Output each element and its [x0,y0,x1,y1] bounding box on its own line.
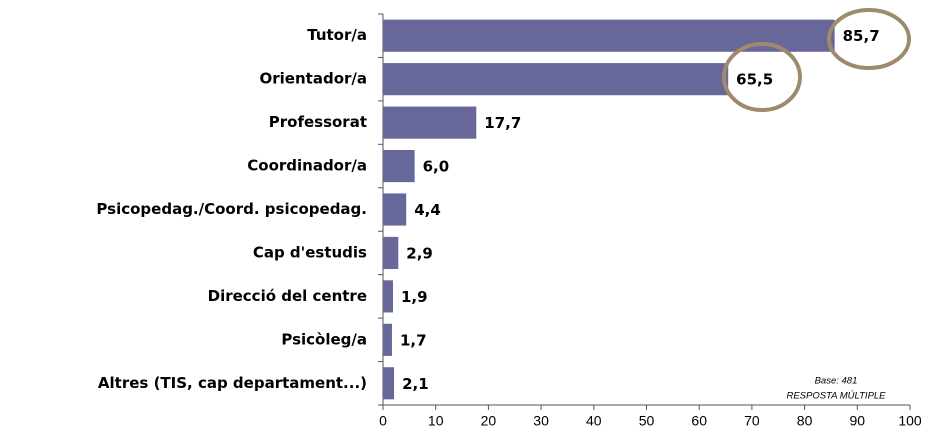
x-tick-label: 20 [481,413,497,429]
bar [383,63,729,96]
bar [383,106,477,139]
x-tick-label: 50 [639,413,655,429]
value-label: 17,7 [484,114,521,132]
value-label: 1,7 [400,331,427,349]
category-label: Direcció del centre [208,287,367,305]
bar [383,193,407,226]
highlight-circle [722,42,802,112]
category-label: Professorat [269,113,367,131]
category-label: Altres (TIS, cap departament...) [98,374,367,392]
annotation: Base: 481 [815,376,858,387]
category-label: Psicopedag./Coord. psicopedag. [96,200,367,218]
bar [383,323,392,356]
highlight-circle [827,8,911,70]
value-label: 6,0 [423,158,450,176]
x-tick-label: 40 [586,413,602,429]
value-label: 4,4 [414,201,441,219]
x-tick-label: 30 [533,413,549,429]
value-label: 65,5 [736,71,773,89]
x-tick-label: 60 [691,413,707,429]
category-label: Psicòleg/a [281,330,367,348]
bar [383,280,394,313]
category-label: Orientador/a [260,70,367,88]
bar [383,149,415,183]
x-tick-label: 70 [744,413,760,429]
x-tick-label: 80 [797,413,813,429]
bar [383,236,399,270]
value-label: 2,1 [402,375,429,393]
category-label: Tutor/a [307,26,367,44]
x-tick-label: 0 [379,413,387,429]
value-label: 1,9 [401,288,428,306]
bar [383,367,395,400]
value-label: 85,7 [843,27,880,45]
x-tick-label: 100 [898,413,922,429]
category-label: Coordinador/a [247,157,367,175]
x-tick-label: 90 [850,413,866,429]
x-tick-label: 10 [428,413,444,429]
annotation: RESPOSTA MÚLTIPLE [786,391,886,402]
bar [383,19,835,52]
value-label: 2,9 [406,244,433,262]
category-label: Cap d'estudis [253,243,367,261]
